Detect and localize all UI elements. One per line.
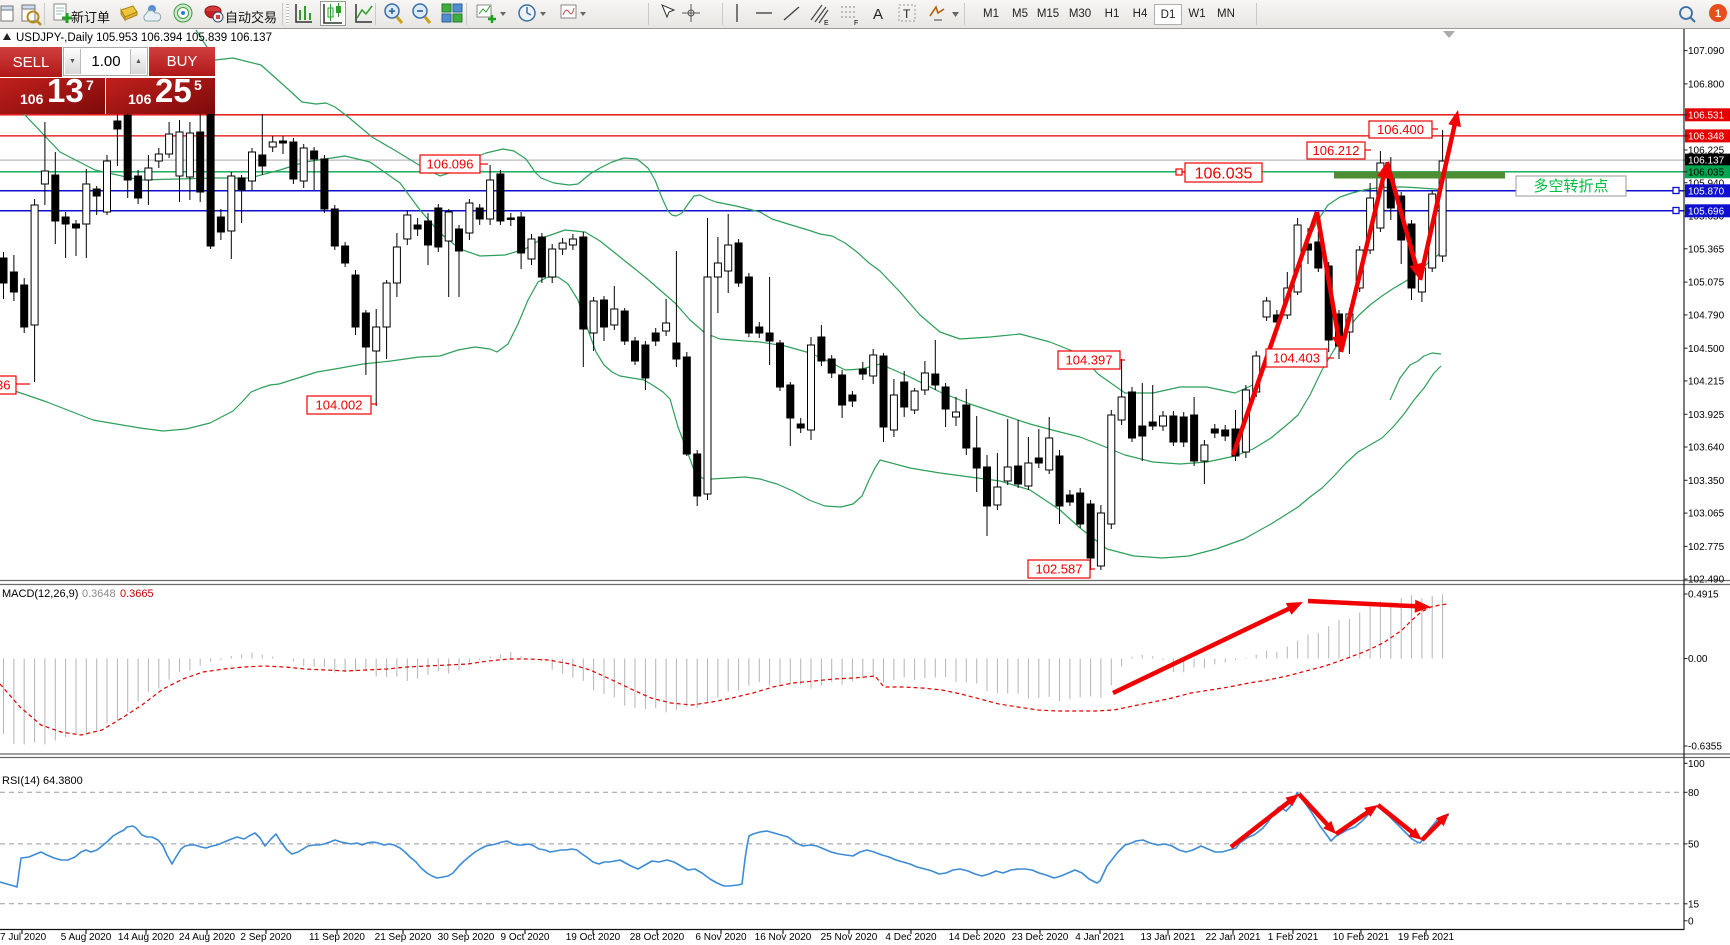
svg-text:T: T [903,7,911,21]
svg-text:106.225: 106.225 [1688,146,1725,157]
svg-text:4 Jan 2021: 4 Jan 2021 [1075,932,1125,943]
svg-text:106.400: 106.400 [1377,122,1424,137]
svg-text:5 Aug 2020: 5 Aug 2020 [61,932,112,943]
svg-text:0.00: 0.00 [1688,654,1708,665]
svg-text:19 Oct 2020: 19 Oct 2020 [566,932,621,943]
svg-text:100: 100 [1688,759,1705,770]
svg-text:-0.6355: -0.6355 [1688,742,1722,753]
svg-text:50: 50 [1688,840,1700,851]
svg-text:106.137: 106.137 [1688,156,1725,167]
svg-text:21 Sep 2020: 21 Sep 2020 [375,932,432,943]
svg-text:E: E [824,20,829,27]
svg-text:0: 0 [1688,916,1694,927]
svg-text:105.365: 105.365 [1688,244,1725,255]
svg-text:103.925: 103.925 [1688,410,1725,421]
svg-text:1 Feb 2021: 1 Feb 2021 [1268,932,1319,943]
svg-text:106.348: 106.348 [1688,132,1725,143]
svg-text:28 Oct 2020: 28 Oct 2020 [630,932,685,943]
svg-text:F: F [854,20,858,27]
svg-text:104.236: 104.236 [0,378,11,393]
svg-text:11 Sep 2020: 11 Sep 2020 [309,932,365,943]
svg-text:多空转折点: 多空转折点 [1533,178,1608,195]
svg-text:105.940: 105.940 [1688,178,1725,189]
svg-text:22 Jan 2021: 22 Jan 2021 [1205,932,1260,943]
svg-text:107.090: 107.090 [1688,46,1725,57]
svg-text:104.790: 104.790 [1688,311,1725,322]
svg-text:106.212: 106.212 [1313,143,1360,158]
svg-text:105.075: 105.075 [1688,278,1725,289]
svg-text:14 Dec 2020: 14 Dec 2020 [949,932,1006,943]
svg-text:106.800: 106.800 [1688,80,1725,91]
svg-text:15: 15 [1688,899,1700,910]
svg-text:103.350: 103.350 [1688,476,1725,487]
svg-text:102.587: 102.587 [1036,562,1083,577]
svg-text:A: A [873,6,883,23]
svg-text:104.500: 104.500 [1688,344,1725,355]
svg-text:105.696: 105.696 [1688,206,1725,217]
svg-text:13 Jan 2021: 13 Jan 2021 [1140,932,1195,943]
svg-text:14 Aug 2020: 14 Aug 2020 [118,932,175,943]
svg-text:104.002: 104.002 [316,398,363,413]
svg-text:106.531: 106.531 [1688,110,1725,121]
svg-text:0.4915: 0.4915 [1688,590,1719,601]
svg-text:25 Nov 2020: 25 Nov 2020 [821,932,878,943]
svg-text:106.096: 106.096 [427,157,474,172]
svg-text:1: 1 [1715,8,1721,20]
svg-text:2 Sep 2020: 2 Sep 2020 [240,932,292,943]
svg-text:0.3648: 0.3648 [82,588,116,600]
svg-text:7 Jul 2020: 7 Jul 2020 [0,932,47,943]
svg-text:105.870: 105.870 [1688,186,1725,197]
svg-text:106.035: 106.035 [1195,165,1253,182]
svg-text:16 Nov 2020: 16 Nov 2020 [755,932,812,943]
svg-text:24 Aug 2020: 24 Aug 2020 [179,932,236,943]
svg-text:104.215: 104.215 [1688,377,1725,388]
svg-text:4 Dec 2020: 4 Dec 2020 [885,932,937,943]
svg-text:80: 80 [1688,788,1700,799]
svg-text:USDJPY-,Daily 105.953 106.394: USDJPY-,Daily 105.953 106.394 105.839 10… [16,32,272,44]
svg-text:104.397: 104.397 [1066,353,1113,368]
svg-text:MACD(12,26,9): MACD(12,26,9) [2,588,78,600]
svg-text:23 Dec 2020: 23 Dec 2020 [1012,932,1069,943]
svg-text:104.403: 104.403 [1273,351,1320,366]
svg-text:102.775: 102.775 [1688,542,1725,553]
svg-text:19 Feb 2021: 19 Feb 2021 [1398,932,1455,943]
svg-text:6 Nov 2020: 6 Nov 2020 [695,932,747,943]
svg-text:9 Oct 2020: 9 Oct 2020 [501,932,550,943]
svg-text:103.065: 103.065 [1688,509,1725,520]
svg-text:106.035: 106.035 [1688,167,1725,178]
svg-text:RSI(14) 64.3800: RSI(14) 64.3800 [2,775,83,787]
svg-text:102.490: 102.490 [1688,575,1725,586]
svg-text:10 Feb 2021: 10 Feb 2021 [1333,932,1390,943]
svg-text:30 Sep 2020: 30 Sep 2020 [438,932,495,943]
svg-text:0.3665: 0.3665 [120,588,154,600]
svg-text:103.640: 103.640 [1688,443,1725,454]
